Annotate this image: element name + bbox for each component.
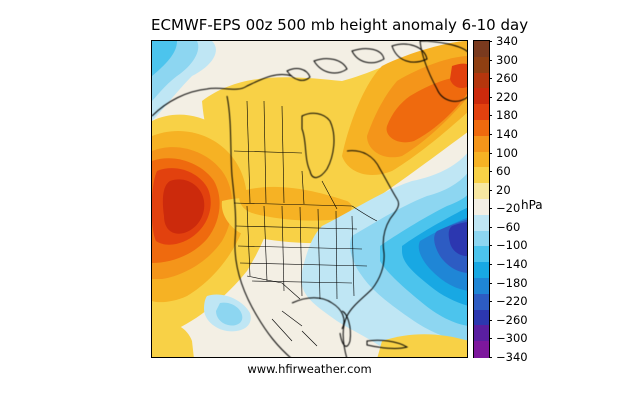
colorbar bbox=[473, 40, 490, 358]
political-boundaries bbox=[233, 100, 378, 347]
colorbar-tick-label: −60 bbox=[488, 221, 520, 233]
colorbar-tick-label: 60 bbox=[489, 165, 511, 177]
colorbar-tick-label: −100 bbox=[489, 239, 528, 251]
colorbar-tick-label: −140 bbox=[489, 258, 528, 270]
colorbar-swatch bbox=[474, 104, 489, 121]
colorbar-swatch bbox=[474, 88, 489, 105]
caribbean-positive bbox=[377, 334, 467, 357]
colorbar-swatch bbox=[474, 230, 489, 247]
colorbar-tick-label: 300 bbox=[489, 54, 518, 66]
colorbar-swatch bbox=[474, 341, 489, 358]
colorbar-swatch bbox=[474, 167, 489, 184]
colorbar-tick-label: −220 bbox=[489, 295, 528, 307]
colorbar-tick-label: −180 bbox=[489, 277, 528, 289]
west-ridge-core bbox=[162, 179, 205, 234]
hudson-ridge-inner bbox=[386, 76, 467, 143]
anomaly-map bbox=[151, 40, 468, 358]
colorbar-swatch bbox=[474, 199, 489, 216]
colorbar-swatch bbox=[474, 325, 489, 342]
coastlines bbox=[152, 41, 467, 357]
colorbar-tick-label: −260 bbox=[489, 314, 528, 326]
east-trough-core bbox=[448, 222, 467, 257]
colorbar-unit-label: hPa bbox=[521, 198, 543, 212]
colorbar-tick-label: 260 bbox=[489, 72, 518, 84]
source-credit: www.hfirweather.com bbox=[247, 362, 372, 376]
map-title: ECMWF-EPS 00z 500 mb height anomaly 6-10… bbox=[151, 16, 529, 34]
colorbar-tick-label: 220 bbox=[489, 91, 518, 103]
colorbar-tick-label: −340 bbox=[489, 351, 528, 363]
southwest-negative-core bbox=[216, 302, 243, 326]
colorbar-swatch bbox=[474, 72, 489, 89]
greenland-ridge-core bbox=[450, 63, 467, 88]
colorbar-swatch bbox=[474, 214, 489, 232]
colorbar-tick-label: 340 bbox=[489, 35, 518, 47]
colorbar-tick-label: −300 bbox=[489, 332, 528, 344]
arctic-negative-inner bbox=[152, 41, 177, 76]
colorbar-swatch bbox=[474, 262, 489, 279]
colorbar-swatch bbox=[474, 309, 489, 326]
colorbar-tick-label: −20 bbox=[488, 202, 520, 214]
colorbar-swatch bbox=[474, 120, 489, 137]
colorbar-swatch bbox=[474, 56, 489, 74]
colorbar-tick-label: 140 bbox=[489, 128, 518, 140]
colorbar-tick-label: 20 bbox=[489, 184, 511, 196]
colorbar-swatch bbox=[474, 151, 489, 168]
plains-positive-inner bbox=[239, 186, 352, 221]
pacific-positive-south bbox=[152, 320, 194, 357]
colorbar-swatch bbox=[474, 183, 489, 200]
colorbar-tick-label: 100 bbox=[489, 147, 518, 159]
colorbar-swatch bbox=[474, 293, 489, 311]
colorbar-swatch bbox=[474, 135, 489, 153]
colorbar-swatch bbox=[474, 246, 489, 263]
colorbar-tick-label: 180 bbox=[489, 109, 518, 121]
colorbar-swatch bbox=[474, 41, 489, 58]
colorbar-swatch bbox=[474, 278, 489, 295]
